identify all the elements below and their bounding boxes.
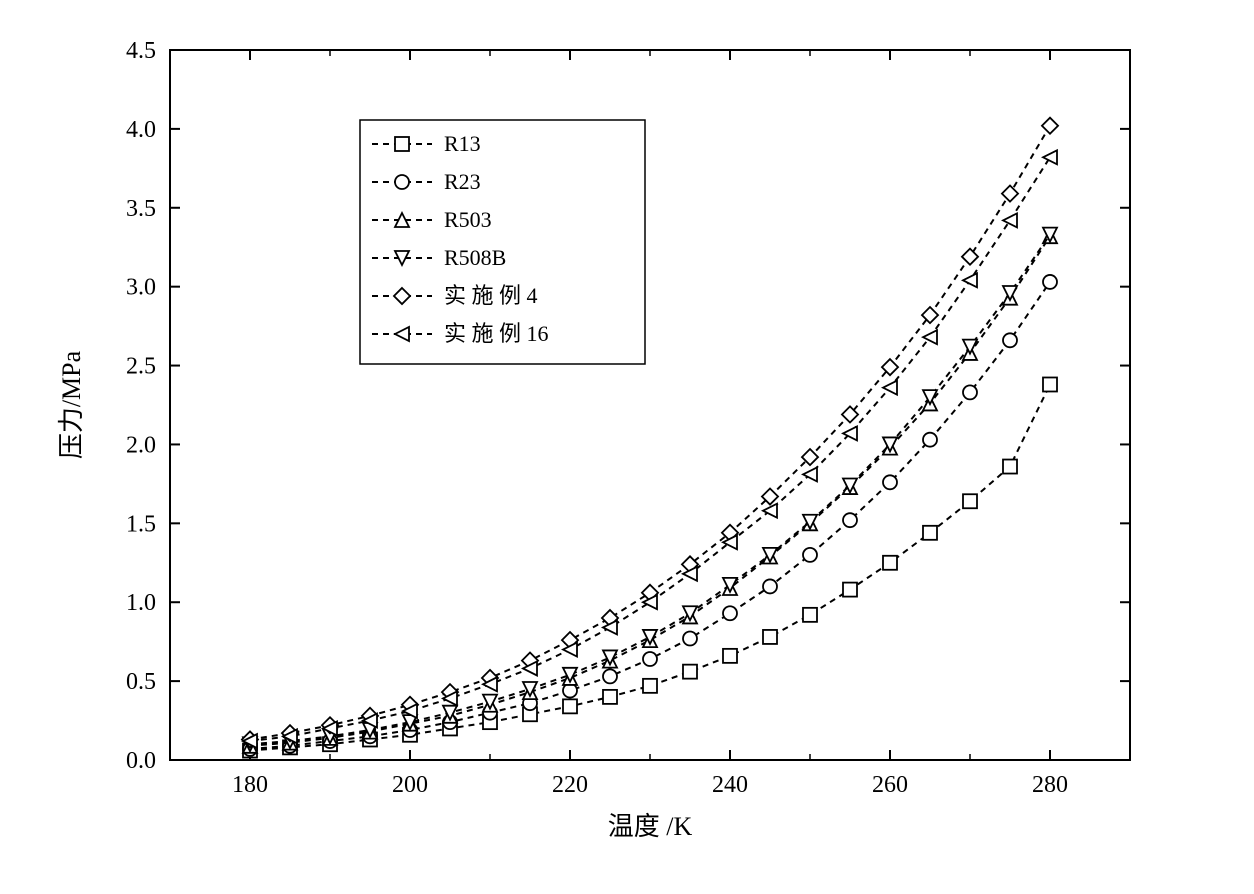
- x-tick-label: 200: [392, 772, 428, 798]
- x-tick-label: 260: [872, 772, 908, 798]
- legend-label: R508B: [444, 245, 506, 270]
- y-tick-label: 3.5: [126, 196, 156, 222]
- y-tick-label: 0.0: [126, 748, 156, 774]
- chart-container: 180 200 220 240 260 280 0.0 0.5 1.0 1.5 2.0 2.5 3.0 3…: [0, 0, 1254, 894]
- y-tick-label: 0.5: [126, 669, 156, 695]
- y-tick-label: 1.0: [126, 590, 156, 616]
- legend-label: R503: [444, 207, 492, 232]
- y-axis-label: 压力/MPa: [57, 350, 86, 459]
- y-tick-label: 3.0: [126, 275, 156, 301]
- legend-label: R23: [444, 169, 481, 194]
- y-tick-label: 2.5: [126, 354, 156, 380]
- legend-label: 实 施 例 4: [444, 283, 538, 308]
- x-tick-label: 220: [552, 772, 588, 798]
- x-axis-label: 温度 /K: [608, 812, 693, 841]
- pressure-temperature-chart: 180 200 220 240 260 280 0.0 0.5 1.0 1.5 2.0 2.5 3.0 3…: [0, 0, 1254, 894]
- legend-label: 实 施 例 16: [444, 321, 549, 346]
- y-tick-label: 1.5: [126, 511, 156, 537]
- y-tick-label: 4.0: [126, 117, 156, 143]
- x-tick-label: 240: [712, 772, 748, 798]
- legend-label: R13: [444, 131, 481, 156]
- y-tick-label: 4.5: [126, 38, 156, 64]
- x-tick-label: 180: [232, 772, 268, 798]
- x-tick-label: 280: [1032, 772, 1068, 798]
- y-tick-label: 2.0: [126, 432, 156, 458]
